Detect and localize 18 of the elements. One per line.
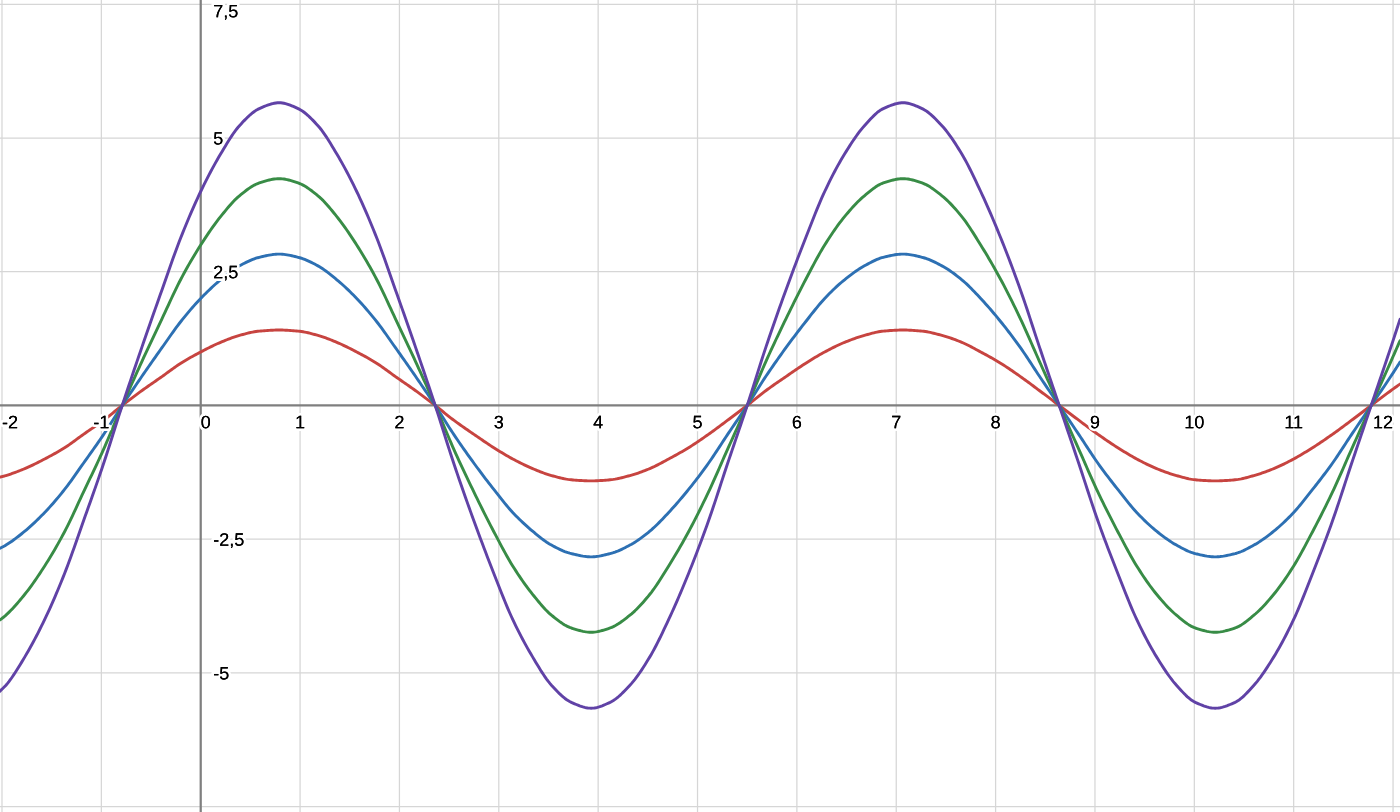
x-tick-label: 4 — [593, 415, 603, 429]
x-tick-label: 7 — [892, 415, 901, 429]
y-tick-label: -5 — [214, 667, 229, 680]
x-tick-label: 11 — [1285, 415, 1303, 429]
x-tick-label: 0 — [201, 415, 211, 429]
x-tick-label: 9 — [1090, 415, 1100, 429]
x-tick-label: 12 — [1374, 415, 1393, 429]
x-tick-label: 5 — [693, 415, 702, 429]
x-tick-label: -2 — [2, 415, 18, 429]
x-tick-label: 2 — [395, 415, 404, 429]
x-tick-label: 6 — [792, 415, 802, 429]
x-tick-label: 10 — [1185, 415, 1204, 429]
x-tick-label: 1 — [296, 415, 305, 429]
y-tick-label: 5 — [213, 132, 223, 145]
x-tick-label: 3 — [494, 415, 504, 429]
y-tick-label: -2,5 — [214, 533, 244, 549]
y-tick-label: 7,5 — [214, 4, 238, 20]
x-tick-label: 8 — [991, 415, 1000, 429]
